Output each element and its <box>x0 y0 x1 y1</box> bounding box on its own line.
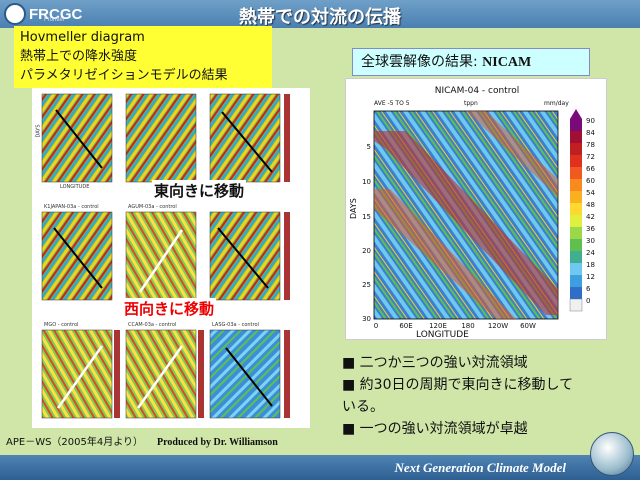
nicam-cbar-tick: 72 <box>586 153 595 161</box>
hovmoller-panel-5 <box>125 211 197 301</box>
nicam-cbar-tick: 30 <box>586 237 595 245</box>
nicam-xtick: 180 <box>461 322 474 330</box>
nicam-subheader-right: mm/day <box>544 100 569 107</box>
east-arrow-5 <box>225 347 273 407</box>
bullet-2: ■ 約30日の周期で東向きに移動して <box>342 377 574 393</box>
panel-colorbar-1 <box>284 94 290 182</box>
nicam-cbar-tick: 48 <box>586 201 595 209</box>
slide-title: 熱帯での対流の伝播 <box>239 7 401 28</box>
credit-line: APE－WS（2005年4月より） Produced by Dr. William… <box>6 433 278 448</box>
hovmoller-description: Hovmeller diagram 熱帯上での降水強度 パラメタリゼイションモデ… <box>14 26 272 88</box>
nicam-band-3 <box>466 111 558 197</box>
nicam-ytick: 10 <box>362 178 371 186</box>
nicam-xtick: 120W <box>488 322 508 330</box>
description-line-2: 熱帯上での降水強度 <box>20 49 138 64</box>
panel-caption-2: AGUM-03a - control <box>128 204 177 210</box>
nicam-subheader-mid: tppn <box>464 100 478 107</box>
west-arrow-3 <box>136 345 184 409</box>
frcgc-logo: FRCGC <box>4 3 82 25</box>
hovmoller-panel-7 <box>41 329 113 419</box>
panel-colorbar-3 <box>284 330 290 418</box>
logo-icon <box>4 3 26 25</box>
west-arrow-2 <box>56 345 104 409</box>
panel-colorbar-2 <box>284 212 290 300</box>
nicam-cbar-tick: 90 <box>586 117 595 125</box>
summary-bullets: ■ 二つか三つの強い対流領域 ■ 約30日の周期で東向きに移動して いる。 ■ … <box>342 352 638 440</box>
nicam-cbar-tick: 84 <box>586 129 595 137</box>
nicam-colorbar-ticks: 90 84 78 72 66 60 54 48 42 36 30 24 18 1… <box>586 117 595 305</box>
hovmoller-panel-2 <box>125 93 197 183</box>
footer-bar: Next Generation Climate Model <box>0 432 640 480</box>
nicam-cbar-tick: 36 <box>586 225 595 233</box>
bullet-2-cont: いる。 <box>342 399 384 415</box>
nicam-cbar-tick: 42 <box>586 213 595 221</box>
nicam-label-prefix: 全球雲解像の結果: <box>361 54 483 70</box>
nicam-ytick: 15 <box>362 213 371 221</box>
west-arrow-1 <box>138 229 184 293</box>
panel-axis-y-1: DAYS <box>35 124 42 138</box>
east-arrow-3 <box>53 227 103 289</box>
header-bar: FRCGC Frontier 熱帯での対流の伝播 <box>0 0 640 28</box>
east-arrow-4 <box>217 227 269 289</box>
east-arrow-2 <box>221 111 273 173</box>
nicam-xtick: 60W <box>520 322 536 330</box>
hovmoller-panel-9 <box>209 329 281 419</box>
nicam-xtick: 0 <box>374 322 378 330</box>
nicam-title: NICAM-04 - control <box>435 86 519 96</box>
nicam-cbar-tick: 60 <box>586 177 595 185</box>
nicam-cbar-tick: 66 <box>586 165 595 173</box>
panel-colorbar-4 <box>198 330 204 418</box>
eastward-label: 東向きに移動 <box>152 180 247 201</box>
nicam-xtick: 60E <box>399 322 412 330</box>
panel-caption-6: LASG-03a - control <box>212 322 259 328</box>
nicam-xlabel: LONGITUDE <box>416 330 469 340</box>
nicam-hovmoller-plot: NICAM-04 - control AVE -5 TO 5 tppn mm/d… <box>345 78 607 340</box>
bullet-3: ■ 一つの強い対流領域が卓越 <box>342 421 528 437</box>
hovmoller-panel-6 <box>209 211 281 301</box>
westward-label: 西向きに移動 <box>122 298 217 319</box>
panel-caption-1: K1JAPAN-03a - control <box>44 204 99 210</box>
nicam-result-label: 全球雲解像の結果: NICAM <box>352 48 590 76</box>
nicam-cbar-tick: 12 <box>586 273 595 281</box>
nicam-cbar-tick: 24 <box>586 249 595 257</box>
nicam-ytick: 20 <box>362 247 371 255</box>
nicam-subheader-left: AVE -5 TO 5 <box>374 100 410 107</box>
description-line-1: Hovmeller diagram <box>20 30 145 45</box>
logo-subtext: Frontier <box>44 17 65 23</box>
hovmoller-panel-grid: K1JAPAN-03a - control AGUM-03a - control… <box>32 88 310 428</box>
nicam-cbar-tick: 18 <box>586 261 595 269</box>
credit-author: Produced by Dr. Williamson <box>157 437 278 448</box>
nicam-cbar-tick: 54 <box>586 189 595 197</box>
nicam-plot-svg: NICAM-04 - control AVE -5 TO 5 tppn mm/d… <box>349 86 595 340</box>
nicam-band-1 <box>374 131 558 315</box>
panel-colorbar-5 <box>114 330 120 418</box>
credit-source: APE－WS（2005年4月より） <box>6 437 144 448</box>
nicam-ytick: 30 <box>362 315 371 323</box>
nicam-ytick-labels: 5 10 15 20 25 30 <box>362 143 371 323</box>
nicam-band-2 <box>374 189 516 319</box>
nicam-cbar-tick: 0 <box>586 297 590 305</box>
east-arrow-1 <box>55 109 103 169</box>
footer-text: Next Generation Climate Model <box>394 460 566 475</box>
nicam-cbar-tick: 6 <box>586 285 591 293</box>
nicam-ytick: 25 <box>362 281 371 289</box>
nicam-xtick-labels: 0 60E 120E 180 120W 60W <box>374 322 536 330</box>
nicam-colorbar <box>569 119 583 312</box>
globe-icon <box>590 432 634 476</box>
hovmoller-panels-svg <box>41 93 290 419</box>
panel-caption-5: CCAM-03a - control <box>128 322 177 328</box>
nicam-colorbar-cap <box>570 109 582 119</box>
nicam-ylabel: DAYS <box>349 198 358 219</box>
panel-caption-4: MGO - control <box>44 322 79 328</box>
nicam-ytick: 5 <box>367 143 371 151</box>
nicam-xtick: 120E <box>429 322 447 330</box>
bullet-1: ■ 二つか三つの強い対流領域 <box>342 355 528 371</box>
nicam-cbar-tick: 78 <box>586 141 595 149</box>
panel-axis-x-1: LONGITUDE <box>60 184 90 190</box>
logo-text: FRCGC <box>29 5 83 23</box>
description-line-3: パラメタリゼイションモデルの結果 <box>20 68 228 83</box>
nicam-label-name: NICAM <box>482 55 532 70</box>
